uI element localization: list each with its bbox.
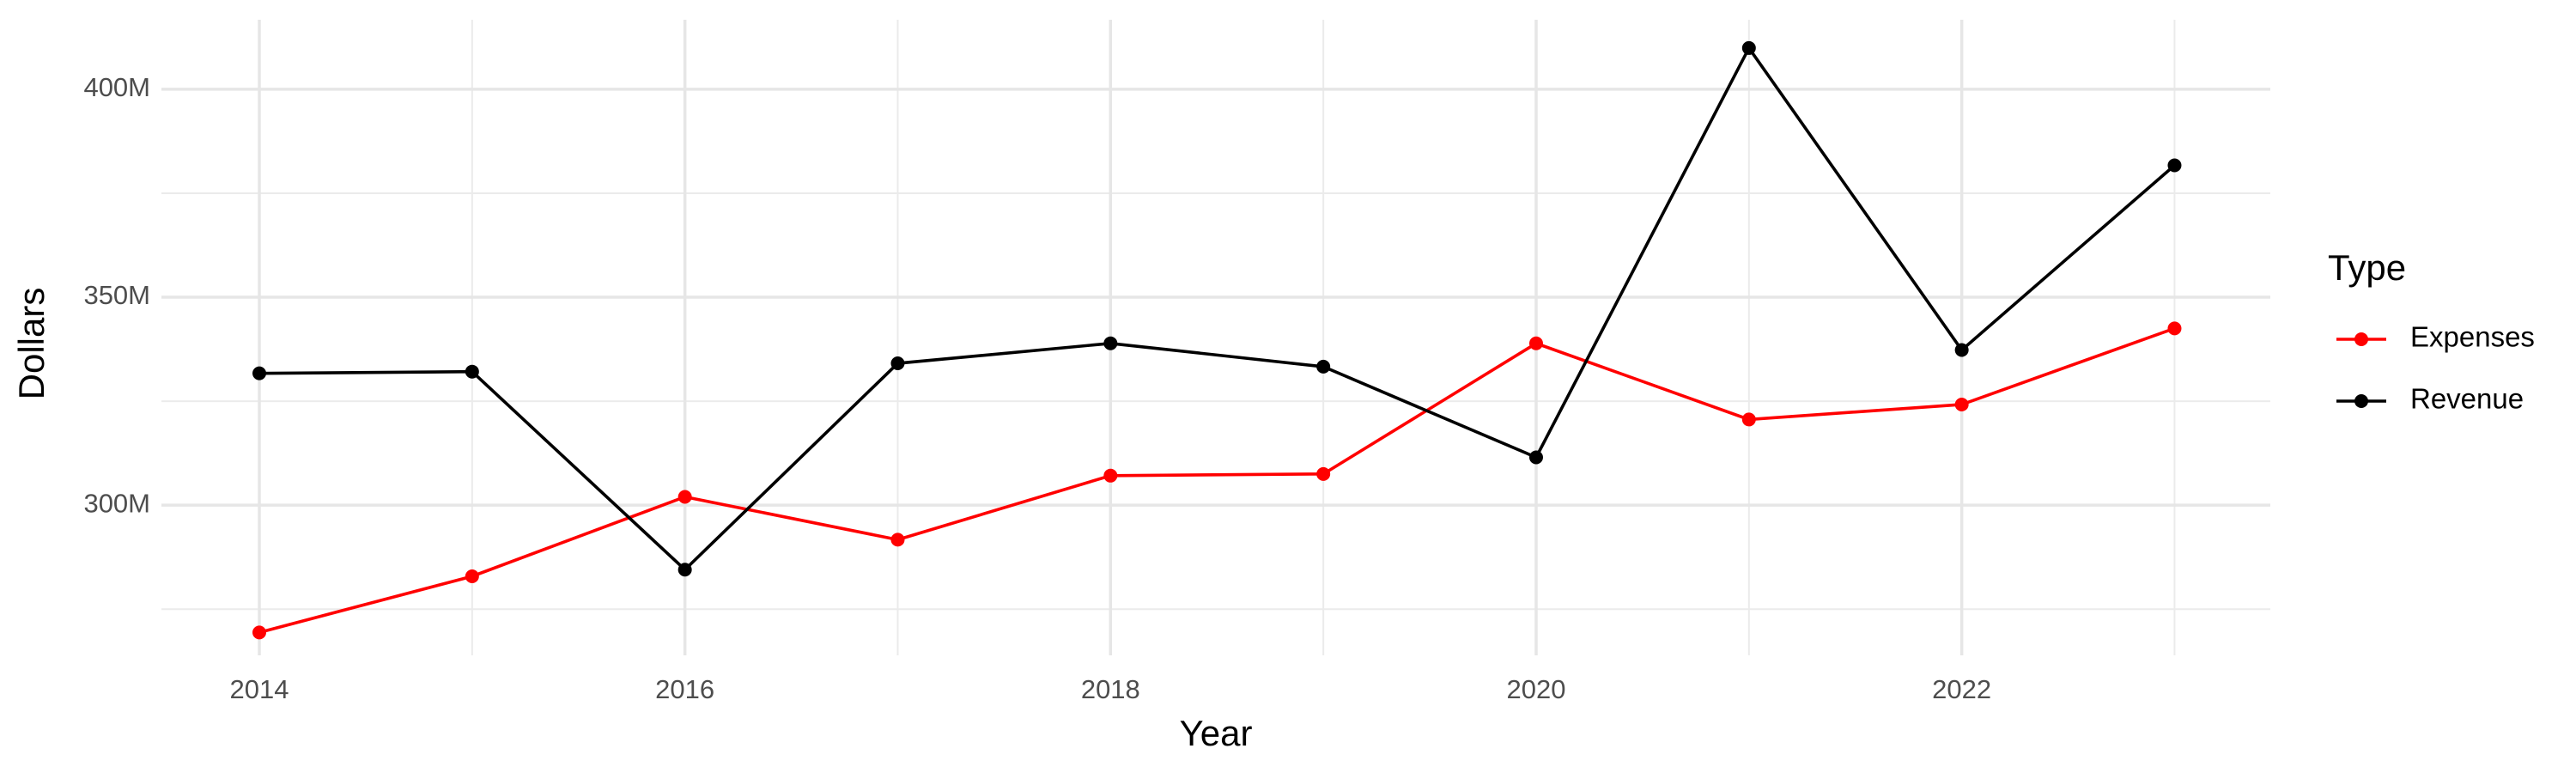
x-tick-label: 2014 <box>230 674 289 704</box>
y-tick-label: 400M <box>83 72 150 102</box>
data-point <box>1954 397 1969 411</box>
data-point <box>1741 40 1756 55</box>
data-point <box>2167 321 2182 336</box>
data-point <box>2167 158 2182 173</box>
data-point <box>1528 450 1543 465</box>
legend-label: Revenue <box>2410 383 2524 415</box>
x-tick-label: 2018 <box>1081 674 1140 704</box>
data-point <box>1103 468 1118 483</box>
y-tick-label: 300M <box>83 488 150 518</box>
data-point <box>677 490 692 504</box>
data-point <box>1316 359 1331 374</box>
data-point <box>890 356 905 371</box>
data-point <box>1103 336 1118 350</box>
series-line <box>258 45 2176 572</box>
legend-marker <box>2354 332 2368 346</box>
data-point <box>890 533 905 547</box>
legend-title: Type <box>2328 247 2406 288</box>
y-tick-label: 350M <box>83 280 150 310</box>
x-tick-label: 2020 <box>1507 674 1566 704</box>
data-point <box>677 563 692 577</box>
y-axis-title: Dollars <box>11 288 52 400</box>
data-point <box>1316 466 1331 481</box>
data-point <box>252 366 267 380</box>
data-point <box>1954 343 1969 357</box>
data-point <box>1528 336 1543 350</box>
legend-label: Expenses <box>2410 321 2535 353</box>
series-line <box>258 326 2176 635</box>
data-point <box>465 569 479 583</box>
data-point <box>1741 412 1756 427</box>
x-axis-title: Year <box>1180 713 1253 753</box>
data-point <box>465 364 479 379</box>
x-tick-label: 2022 <box>1932 674 1991 704</box>
x-tick-label: 2016 <box>655 674 714 704</box>
data-point <box>252 625 267 640</box>
legend-marker <box>2354 394 2368 408</box>
